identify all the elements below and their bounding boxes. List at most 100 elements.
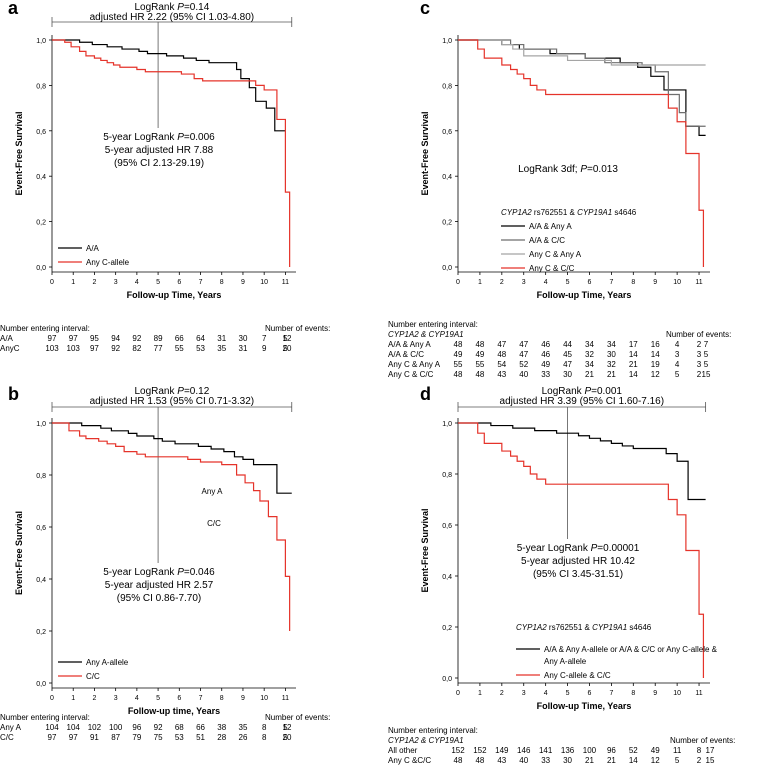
- risk-cell: 77: [153, 344, 163, 353]
- x-axis-title: Follow-up Time, Years: [127, 290, 222, 300]
- legend-entry: Any C & C/C: [529, 264, 575, 273]
- risk-cell: 21: [628, 360, 638, 369]
- x-tick-label: 0: [50, 695, 54, 702]
- risk-cell: 30: [238, 334, 248, 343]
- five-year-text: 5-year adjusted HR 7.88: [105, 145, 214, 156]
- risk-cell: 43: [497, 370, 507, 379]
- risk-events: 17: [705, 746, 715, 755]
- risk-cell: 49: [453, 350, 463, 359]
- risk-cell: 8: [261, 733, 267, 742]
- survival-curve-1: [458, 39, 706, 136]
- risk-cell: 64: [196, 334, 205, 343]
- risk-cell: 34: [606, 340, 616, 349]
- risk-cell: 47: [519, 340, 529, 349]
- risk-events: 7: [703, 340, 709, 349]
- risk-cell: 2: [696, 370, 702, 379]
- risk-cell: 11: [672, 746, 682, 755]
- x-tick-label: 4: [544, 279, 548, 286]
- risk-cell: 2: [696, 756, 702, 765]
- x-tick-label: 10: [673, 690, 681, 697]
- risk-cell: 55: [475, 360, 485, 369]
- panel-c: c 0,0 0,2 0,4 0,6 0,8 1,0 0 1 2 3 4 5 6 7 8 9 10 11 Follow-…: [420, 0, 710, 300]
- risk-cell: 32: [606, 360, 616, 369]
- risk-cell: 75: [153, 733, 163, 742]
- risk-cell: 104: [66, 723, 80, 732]
- five-year-text: (95% CI 3.45-31.51): [533, 569, 623, 580]
- risk-table-header-row: Number entering interval:: [388, 726, 778, 736]
- risk-table-header-row: Number entering interval:: [388, 320, 778, 330]
- five-year-text: 5-year LogRank P=0.046: [103, 567, 215, 578]
- risk-events: 20: [282, 733, 292, 742]
- legend-entry: A/A & Any A-allele or A/A & C/C or Any C…: [544, 645, 718, 654]
- risk-row-label: Any C & Any A: [388, 360, 441, 369]
- risk-cell: 14: [628, 370, 638, 379]
- y-tick-label: 0,2: [36, 220, 46, 227]
- risk-cell: 54: [497, 360, 507, 369]
- risk-cell: 146: [517, 746, 531, 755]
- risk-cell: 136: [560, 746, 575, 755]
- survival-curve-2: [52, 422, 291, 631]
- x-tick-label: 0: [456, 690, 460, 697]
- risk-cell: 49: [541, 360, 551, 369]
- y-tick-label: 0,4: [442, 574, 452, 581]
- x-tick-label: 3: [522, 279, 526, 286]
- risk-cell: 66: [174, 334, 184, 343]
- risk-cell: 102: [87, 723, 102, 732]
- x-tick-label: 11: [282, 695, 289, 702]
- risk-table-b: Number entering interval: Number of event…: [0, 713, 390, 743]
- survival-curve-2: [458, 39, 706, 127]
- risk-table-header-row: Number entering interval: Number of event…: [0, 713, 390, 723]
- risk-cell: 16: [650, 340, 660, 349]
- risk-table-header-row: Number entering interval: Number of event…: [0, 324, 390, 334]
- risk-table-row: A/A 97 97 95 94 92 89 66 64 31 30 7 5 12: [0, 334, 390, 344]
- risk-cell: 4: [674, 360, 680, 369]
- x-tick-label: 4: [135, 279, 139, 286]
- risk-cell: 3: [696, 350, 702, 359]
- x-tick-label: 3: [114, 279, 118, 286]
- risk-cell: 31: [238, 344, 248, 353]
- legend-entry-cont: Any A-allele: [544, 657, 587, 666]
- risk-cell: 34: [585, 340, 594, 349]
- y-tick-label: 0,6: [442, 523, 452, 530]
- risk-table-row: All other 152 152 149 146 141 136 100 96 52 49 11 8 1…: [388, 746, 778, 756]
- risk-row-label: A/A & C/C: [388, 350, 425, 359]
- x-axis-title: Follow-up Time, Years: [537, 701, 632, 711]
- risk-events: 12: [282, 334, 292, 343]
- risk-cell: 48: [475, 370, 485, 379]
- overall-hr-text: adjusted HR 1.53 (95% CI 0.71-3.32): [90, 396, 255, 407]
- legend-entry: A/A: [86, 244, 100, 253]
- risk-cell: 45: [563, 350, 573, 359]
- risk-cell: 40: [519, 370, 529, 379]
- risk-cell: 82: [132, 344, 142, 353]
- risk-cell: 33: [541, 370, 551, 379]
- x-tick-label: 2: [500, 690, 504, 697]
- x-tick-label: 10: [673, 279, 681, 286]
- risk-cell: 47: [519, 350, 529, 359]
- y-tick-label: 0,2: [442, 625, 452, 632]
- risk-cell: 8: [696, 746, 702, 755]
- risk-cell: 91: [89, 733, 99, 742]
- risk-cell: 2: [696, 340, 702, 349]
- risk-cell: 49: [650, 746, 660, 755]
- risk-row-label: Any C &C/C: [388, 756, 432, 765]
- risk-cell: 97: [47, 733, 57, 742]
- risk-cell: 46: [541, 340, 551, 349]
- risk-cell: 35: [238, 723, 248, 732]
- risk-cell: 97: [68, 733, 78, 742]
- risk-cell: 38: [217, 723, 227, 732]
- risk-row-label: Any C & C/C: [388, 370, 434, 379]
- risk-cell: 31: [217, 334, 227, 343]
- y-tick-label: 0,8: [36, 83, 46, 90]
- risk-table-c: Number entering interval: CYP1A2 & CYP19A…: [388, 320, 778, 380]
- x-tick-label: 9: [653, 690, 657, 697]
- risk-cell: 89: [153, 334, 163, 343]
- risk-cell: 5: [283, 733, 288, 742]
- risk-cell: 55: [174, 344, 184, 353]
- y-tick-label: 0,4: [36, 577, 46, 584]
- risk-cell: 40: [519, 756, 529, 765]
- risk-cell: 5: [674, 370, 680, 379]
- risk-cell: 97: [89, 344, 99, 353]
- risk-cell: 14: [650, 350, 660, 359]
- x-tick-label: 7: [609, 690, 613, 697]
- risk-table-row: Any C &C/C 48 48 43 40 33 30 21 21 14 12 5 2 15: [388, 756, 778, 766]
